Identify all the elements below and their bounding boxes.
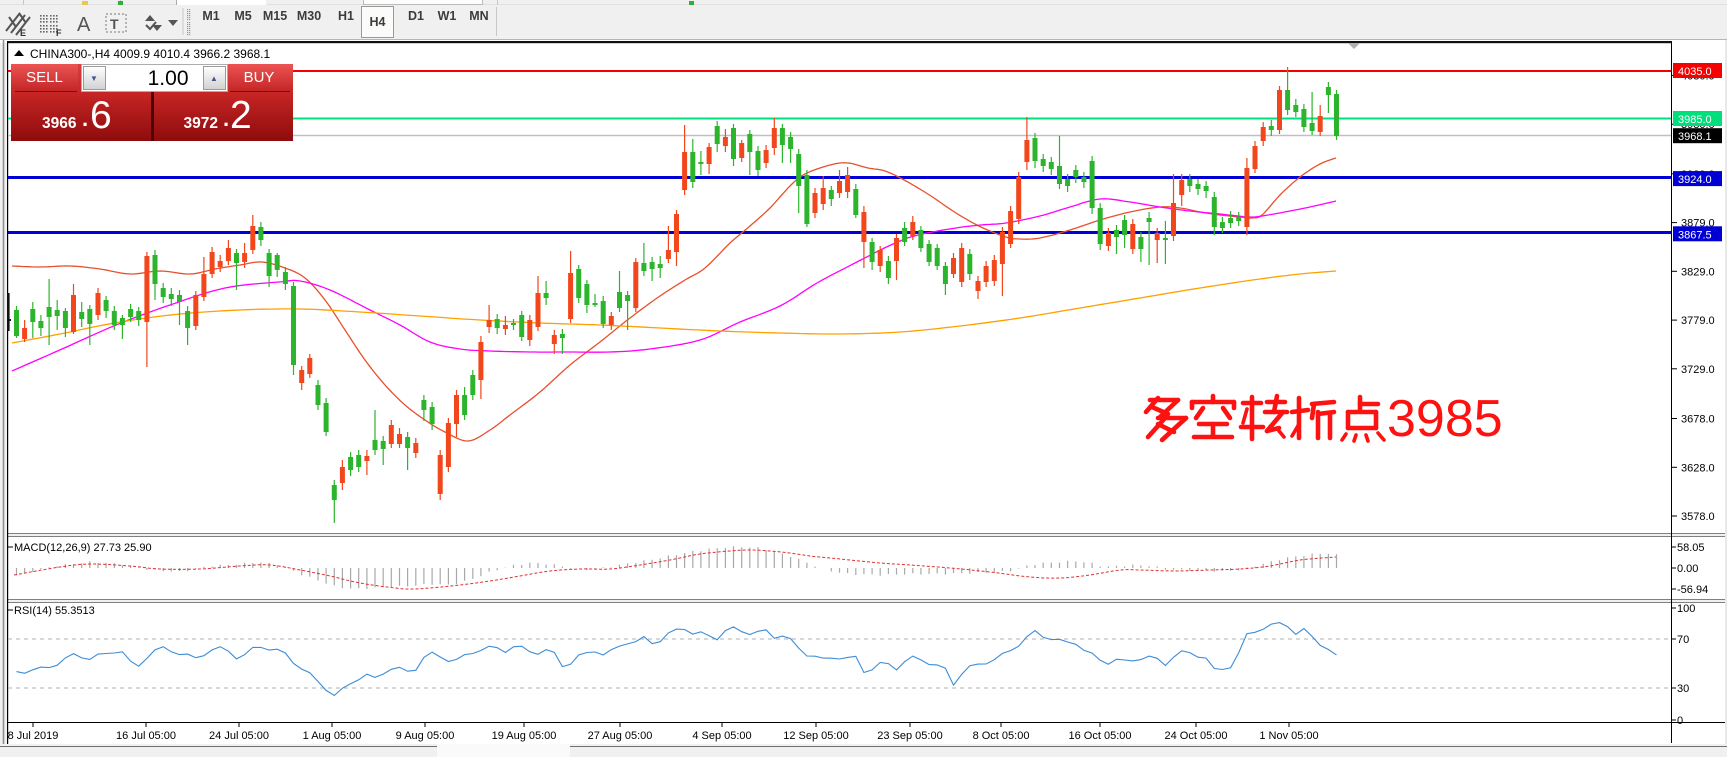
svg-text:3968.1: 3968.1: [1678, 131, 1712, 143]
svg-text:16 Oct 05:00: 16 Oct 05:00: [1069, 730, 1132, 742]
svg-text:3729.0: 3729.0: [1681, 364, 1715, 376]
svg-text:3985.0: 3985.0: [1678, 114, 1712, 126]
svg-text:3578.0: 3578.0: [1681, 511, 1715, 523]
svg-text:1 Aug 05:00: 1 Aug 05:00: [303, 730, 362, 742]
svg-text:30: 30: [1677, 683, 1689, 695]
svg-text:70: 70: [1677, 634, 1689, 646]
svg-text:8 Jul 2019: 8 Jul 2019: [8, 730, 59, 742]
svg-text:24 Jul 05:00: 24 Jul 05:00: [209, 730, 269, 742]
svg-text:-56.94: -56.94: [1677, 584, 1708, 596]
svg-text:8 Oct 05:00: 8 Oct 05:00: [973, 730, 1030, 742]
svg-text:3924.0: 3924.0: [1678, 174, 1712, 186]
svg-text:3779.0: 3779.0: [1681, 315, 1715, 327]
svg-text:4 Sep 05:00: 4 Sep 05:00: [692, 730, 751, 742]
svg-text:RSI(14) 55.3513: RSI(14) 55.3513: [14, 605, 95, 617]
svg-text:E: E: [20, 28, 26, 38]
svg-text:MACD(12,26,9) 27.73 25.90: MACD(12,26,9) 27.73 25.90: [14, 542, 152, 554]
svg-text:F: F: [56, 28, 62, 38]
svg-text:4035.0: 4035.0: [1678, 66, 1712, 78]
svg-text:27 Aug 05:00: 27 Aug 05:00: [588, 730, 653, 742]
svg-text:12 Sep 05:00: 12 Sep 05:00: [783, 730, 848, 742]
svg-text:0.00: 0.00: [1677, 563, 1698, 575]
svg-text:100: 100: [1677, 603, 1695, 615]
svg-text:T: T: [110, 16, 119, 32]
svg-text:3678.0: 3678.0: [1681, 414, 1715, 426]
svg-text:1 Nov 05:00: 1 Nov 05:00: [1259, 730, 1318, 742]
svg-text:16 Jul 05:00: 16 Jul 05:00: [116, 730, 176, 742]
svg-text:9 Aug 05:00: 9 Aug 05:00: [396, 730, 455, 742]
svg-text:3628.0: 3628.0: [1681, 462, 1715, 474]
svg-text:3985: 3985: [1387, 390, 1503, 448]
svg-text:23 Sep 05:00: 23 Sep 05:00: [877, 730, 942, 742]
svg-text:19 Aug 05:00: 19 Aug 05:00: [492, 730, 557, 742]
svg-text:0: 0: [1677, 715, 1683, 727]
svg-text:58.05: 58.05: [1677, 542, 1705, 554]
svg-text:CHINA300-,H4 4009.9 4010.4 39: CHINA300-,H4 4009.9 4010.4 3966.2 3968.1: [30, 47, 271, 61]
svg-text:A: A: [77, 14, 91, 36]
svg-text:3829.0: 3829.0: [1681, 266, 1715, 278]
svg-text:3867.5: 3867.5: [1678, 229, 1712, 241]
svg-text:24 Oct 05:00: 24 Oct 05:00: [1165, 730, 1228, 742]
